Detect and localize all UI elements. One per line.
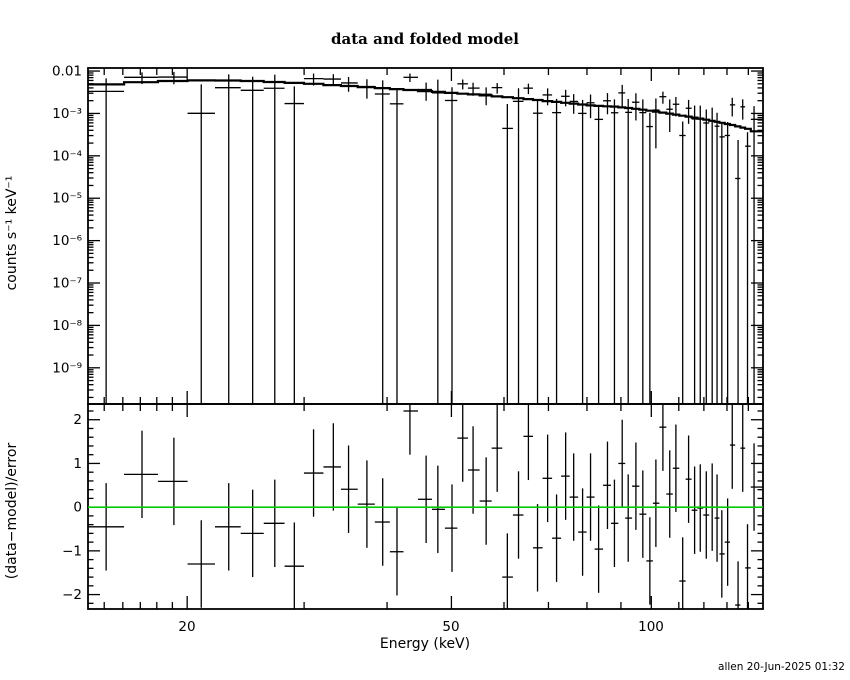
xtick-label-0: 20 [178,619,195,635]
chart-layer [87,67,764,610]
y-axis-label-bottom: (data−model)/error [4,443,20,580]
ytick-label-top-4: 10⁻⁶ [52,233,82,249]
ytick-label-top-6: 10⁻⁸ [52,318,82,334]
ytick-label-top-1: 10⁻³ [52,106,82,122]
chart-title: data and folded model [331,30,519,48]
ytick-label-bot-0: 2 [73,412,82,428]
axis-ticks [88,68,763,609]
ytick-label-top-0: 0.01 [52,64,82,80]
spectrum-data-points [88,71,763,404]
ytick-label-top-5: 10⁻⁷ [52,276,82,292]
timestamp-watermark: allen 20-Jun-2025 01:32 [718,661,845,673]
ytick-label-bot-3: −1 [62,543,82,559]
model-curve [88,79,763,133]
ytick-label-top-7: 10⁻⁹ [52,360,82,376]
y-axis-label-top: counts s⁻¹ keV⁻¹ [4,176,20,291]
x-axis-label: Energy (keV) [380,636,470,652]
ytick-label-bot-1: 1 [73,456,82,472]
ytick-label-bot-4: −2 [62,587,82,603]
xtick-label-2: 100 [638,619,664,635]
ytick-label-bot-2: 0 [73,500,82,516]
ytick-label-top-2: 10⁻⁴ [52,148,82,164]
residual-data-points [88,404,763,609]
ytick-label-top-3: 10⁻⁵ [52,191,82,207]
xtick-label-1: 50 [442,619,459,635]
